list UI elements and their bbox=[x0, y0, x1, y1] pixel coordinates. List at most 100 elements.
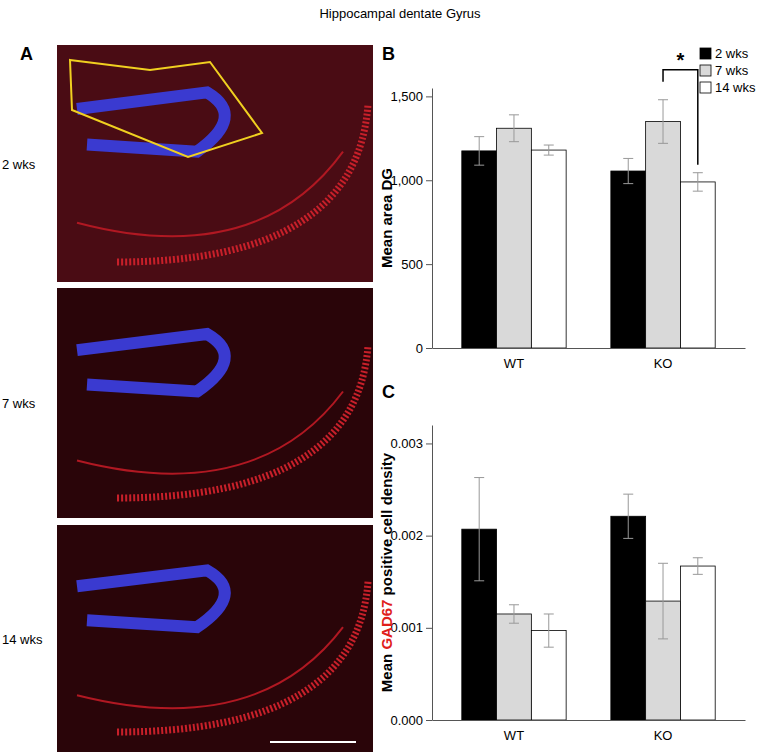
cell-layer bbox=[117, 346, 368, 499]
cell-layer bbox=[117, 104, 368, 262]
row-label: 7 wks bbox=[2, 396, 36, 411]
error-bar bbox=[474, 137, 484, 166]
error-bar bbox=[658, 563, 668, 639]
error-bar-cap bbox=[544, 647, 554, 648]
y-tick-label: 0.003 bbox=[390, 436, 423, 451]
bar bbox=[611, 171, 646, 348]
y-axis-title-part: Mean bbox=[378, 650, 395, 693]
cell-layer bbox=[77, 627, 343, 708]
roi-outline bbox=[70, 60, 262, 157]
y-tick: 0.001 bbox=[390, 620, 432, 635]
error-bar-stem bbox=[479, 478, 480, 581]
error-bar-cap bbox=[623, 538, 633, 539]
figure-title: Hippocampal dentate Gyrus bbox=[319, 6, 481, 21]
series bbox=[531, 558, 715, 720]
y-tick-mark bbox=[426, 443, 432, 444]
error-bar-cap bbox=[509, 604, 519, 605]
error-bar-cap bbox=[544, 613, 554, 614]
bar bbox=[646, 122, 681, 348]
error-bar-stem bbox=[479, 137, 480, 166]
micrograph bbox=[57, 288, 373, 518]
error-bar-cap bbox=[693, 191, 703, 192]
error-bar-stem bbox=[513, 605, 514, 623]
granule-layer bbox=[77, 570, 225, 627]
micrograph bbox=[57, 525, 373, 752]
y-axis-title-part: positive cell density bbox=[378, 452, 395, 599]
error-bar bbox=[658, 100, 668, 144]
x-tick: WT bbox=[504, 720, 524, 743]
x-axis-line bbox=[433, 348, 746, 349]
bar bbox=[611, 516, 646, 720]
series bbox=[531, 145, 715, 348]
series bbox=[462, 137, 646, 348]
cell-layer bbox=[77, 392, 343, 474]
y-tick-label: 500 bbox=[401, 257, 423, 272]
y-axis-title-part: Mean area DG bbox=[378, 168, 395, 268]
error-bar-cap bbox=[658, 143, 668, 144]
annotation: * bbox=[677, 49, 685, 71]
legend-swatch bbox=[700, 48, 711, 59]
y-tick: 1,500 bbox=[390, 89, 432, 104]
y-axis: 0 500 1,000 1,500 bbox=[390, 89, 432, 356]
micrograph bbox=[57, 45, 373, 282]
y-tick-mark bbox=[426, 264, 432, 265]
micrograph-bg bbox=[57, 525, 373, 752]
figure: Hippocampal dentate Gyrus A 2 wks 7 wks 14 w… bbox=[0, 0, 763, 753]
y-axis: 0.000 0.001 0.002 0.003 bbox=[390, 426, 432, 728]
legend: 2 wks 7 wks 14 wks bbox=[700, 46, 756, 95]
scale-bar bbox=[270, 741, 356, 743]
plot-area bbox=[462, 478, 715, 720]
error-bar-stem bbox=[513, 115, 514, 142]
y-tick-label: 1,000 bbox=[390, 173, 423, 188]
bar bbox=[680, 182, 715, 348]
error-bar-cap bbox=[693, 172, 703, 173]
error-bar-cap bbox=[474, 580, 484, 581]
error-bar-cap bbox=[658, 638, 668, 639]
y-tick-label: 0 bbox=[416, 341, 423, 356]
x-tick: WT bbox=[504, 348, 524, 371]
x-tick-label: WT bbox=[504, 356, 524, 371]
x-tick-label: KO bbox=[654, 356, 673, 371]
bar bbox=[680, 566, 715, 720]
y-tick-label: 0.000 bbox=[390, 713, 423, 728]
error-bar-cap bbox=[474, 136, 484, 137]
error-bar-cap bbox=[693, 574, 703, 575]
y-tick-mark bbox=[426, 96, 432, 97]
error-bar-stem bbox=[548, 145, 549, 155]
y-tick-mark bbox=[426, 348, 432, 349]
x-tick: KO bbox=[654, 720, 673, 743]
y-tick-mark bbox=[426, 720, 432, 721]
panel-letter: A bbox=[20, 44, 33, 64]
error-bar-stem bbox=[663, 563, 664, 639]
cell-layer bbox=[117, 582, 368, 732]
bar bbox=[497, 128, 532, 348]
series bbox=[462, 478, 646, 720]
error-bar-stem bbox=[663, 100, 664, 144]
bar bbox=[497, 614, 532, 720]
error-bar-cap bbox=[658, 563, 668, 564]
legend-label: 7 wks bbox=[715, 63, 749, 78]
y-tick: 0.002 bbox=[390, 528, 432, 543]
y-axis-line bbox=[432, 89, 433, 349]
legend-label: 2 wks bbox=[715, 46, 749, 61]
error-bar bbox=[544, 145, 554, 155]
legend-item: 7 wks bbox=[700, 63, 749, 78]
error-bar bbox=[693, 173, 703, 191]
y-tick-mark bbox=[426, 628, 432, 629]
panel-letter: C bbox=[382, 382, 395, 402]
legend-item: 14 wks bbox=[700, 80, 756, 95]
error-bar bbox=[474, 478, 484, 581]
y-axis-title: Mean area DG bbox=[378, 168, 395, 268]
y-tick: 1,000 bbox=[390, 173, 432, 188]
error-bar-cap bbox=[509, 141, 519, 142]
x-axis: WT KO bbox=[433, 720, 746, 743]
error-bar-cap bbox=[693, 557, 703, 558]
error-bar-cap bbox=[509, 114, 519, 115]
error-bar-stem bbox=[628, 158, 629, 183]
y-tick: 500 bbox=[401, 257, 432, 272]
y-tick-label: 1,500 bbox=[390, 89, 423, 104]
error-bar-stem bbox=[628, 494, 629, 538]
error-bar-cap bbox=[474, 165, 484, 166]
bar bbox=[462, 151, 497, 348]
bar bbox=[531, 150, 566, 348]
